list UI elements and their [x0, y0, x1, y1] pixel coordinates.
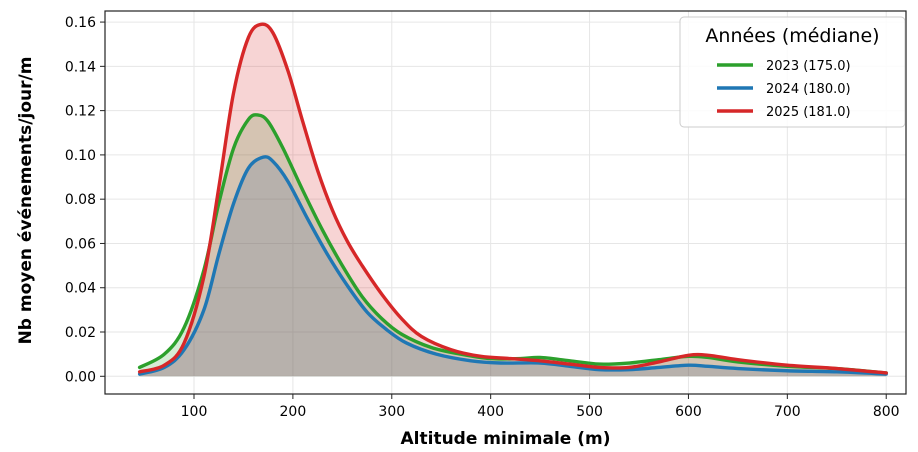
- legend-label-2: 2025 (181.0): [766, 105, 851, 120]
- x-axis-title: Altitude minimale (m): [401, 429, 611, 449]
- legend: Années (médiane) 2023 (175.0) 2024 (180.0…: [679, 16, 906, 128]
- x-tick-label: 100: [181, 404, 208, 420]
- axis-ticks: 100 200 300 400 500 600 700 800 0.00 0.02 0.04 0.06…: [65, 15, 900, 420]
- plot-frame: [104, 10, 907, 395]
- y-tick-label: 0.06: [65, 236, 96, 252]
- y-tick-label: 0.14: [65, 59, 96, 75]
- legend-box: [679, 16, 906, 128]
- x-tick-label: 200: [280, 404, 307, 420]
- legend-items: 2023 (175.0) 2024 (180.0) 2025 (181.0): [717, 59, 851, 120]
- legend-title: Années (médiane): [705, 25, 879, 47]
- y-tick-label: 0.00: [65, 369, 96, 385]
- series-areas: [139, 24, 887, 377]
- y-axis-title: Nb moyen événements/jour/m: [16, 57, 36, 345]
- y-tick-label: 0.16: [65, 15, 96, 31]
- legend-label-1: 2024 (180.0): [766, 82, 851, 97]
- series-area-2: [139, 24, 887, 377]
- x-tick-label: 800: [873, 404, 900, 420]
- y-tick-label: 0.02: [65, 325, 96, 341]
- y-tick-label: 0.10: [65, 148, 96, 164]
- series-lines: [137, 22, 888, 376]
- x-tick-label: 600: [675, 404, 702, 420]
- x-tick-label: 500: [576, 404, 603, 420]
- y-tick-label: 0.12: [65, 104, 96, 120]
- series-area-1: [139, 156, 887, 377]
- series-area-0: [139, 114, 887, 377]
- x-tick-label: 700: [774, 404, 801, 420]
- legend-label-0: 2023 (175.0): [766, 59, 851, 74]
- x-tick-label: 300: [378, 404, 405, 420]
- series-line-2: [137, 22, 888, 375]
- y-tick-label: 0.08: [65, 192, 96, 208]
- x-tick-label: 400: [477, 404, 504, 420]
- series-line-1: [137, 155, 888, 376]
- y-tick-label: 0.04: [65, 281, 96, 297]
